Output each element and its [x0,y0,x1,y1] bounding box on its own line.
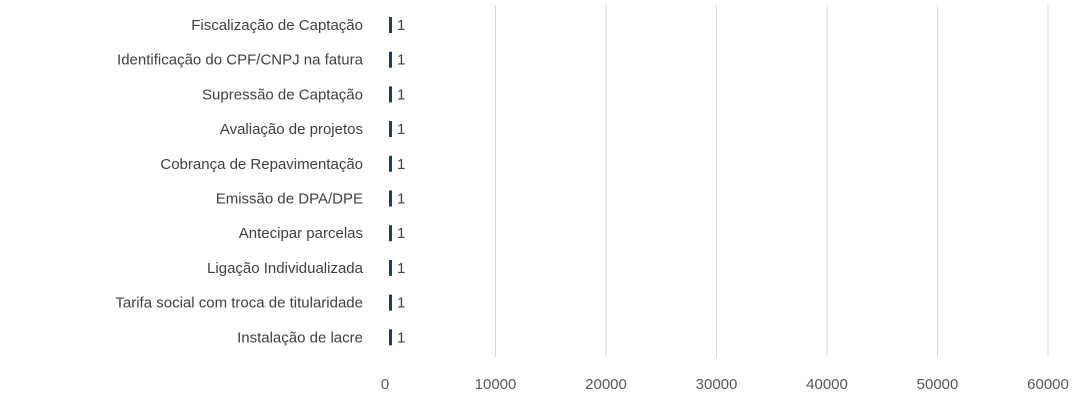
bar [389,259,392,276]
data-label: 1 [397,156,405,173]
data-label: 1 [397,225,405,242]
x-tick-label: 50000 [917,376,959,393]
bar [389,155,392,172]
x-tick-label: 30000 [696,376,738,393]
category-label: Ligação Individualizada [207,260,364,277]
category-label: Emissão de DPA/DPE [216,191,363,208]
bar [389,294,392,311]
x-tick-label: 10000 [475,376,517,393]
x-tick-label: 40000 [806,376,848,393]
x-tick-label: 60000 [1027,376,1069,393]
data-label: 1 [397,295,405,312]
data-label: 1 [397,329,405,346]
category-label: Cobrança de Repavimentação [160,156,363,173]
category-label: Avaliação de projetos [220,121,363,138]
bar [389,51,392,68]
bar [389,121,392,138]
data-label: 1 [397,121,405,138]
x-tick-label: 0 [381,376,389,393]
category-label: Tarifa social com troca de titularidade [115,295,363,312]
x-tick-label: 20000 [585,376,627,393]
data-label: 1 [397,52,405,69]
data-label: 1 [397,260,405,277]
bar [389,225,392,242]
data-label: 1 [397,191,405,208]
category-label: Fiscalização de Captação [191,17,363,34]
bar [389,17,392,33]
category-label: Supressão de Captação [202,86,363,103]
gridlines [495,5,1049,357]
data-label: 1 [397,17,405,34]
bar [389,329,392,346]
bar [389,190,392,207]
data-labels: 1 1 1 1 1 1 1 1 1 1 [397,17,405,346]
bar [389,86,392,103]
category-labels: Fiscalização de Captação Identificação do… [115,17,363,346]
category-label: Antecipar parcelas [239,225,363,242]
bars [389,17,392,346]
data-label: 1 [397,86,405,103]
x-axis-tick-labels: 0 10000 20000 30000 40000 50000 60000 [381,376,1069,393]
category-label: Instalação de lacre [237,329,363,346]
category-label: Identificação do CPF/CNPJ na fatura [117,52,364,69]
